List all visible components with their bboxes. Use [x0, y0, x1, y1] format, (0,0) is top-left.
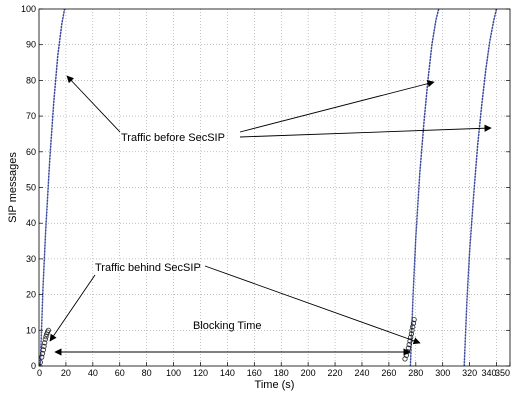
series-point-traffic-behind — [40, 347, 46, 353]
x-tick-label: 120 — [193, 368, 208, 378]
x-tick-label: 80 — [142, 368, 152, 378]
y-axis-ticks: 0 10 20 30 40 50 60 70 80 90 100 — [21, 4, 510, 371]
arrow-behind-2 — [204, 265, 421, 345]
x-tick-label: 0 — [37, 368, 42, 378]
y-tick-label: 80 — [26, 75, 36, 85]
x-tick-label: 60 — [115, 368, 125, 378]
y-tick-label: 20 — [26, 290, 36, 300]
x-tick-label: 300 — [435, 368, 450, 378]
series-point-traffic-behind — [411, 316, 417, 323]
annotations: Traffic before SecSIP Traffic behind Sec… — [49, 75, 492, 356]
arrow-before-3 — [239, 124, 492, 138]
series-point-traffic-behind — [39, 350, 46, 357]
y-tick-label: 40 — [26, 218, 36, 228]
plot-area — [39, 9, 510, 366]
x-tick-label: 200 — [301, 368, 316, 378]
x-tick-label: 40 — [88, 368, 98, 378]
y-tick-label: 0 — [31, 361, 36, 371]
series-point-traffic-behind — [406, 341, 412, 348]
x-axis-label: Time (s) — [255, 379, 295, 391]
x-tick-label: 20 — [61, 368, 71, 378]
y-tick-label: 90 — [26, 40, 36, 50]
series-line-traffic-before-3 — [463, 9, 498, 366]
y-tick-label: 60 — [26, 147, 36, 157]
series-point-traffic-behind — [41, 343, 47, 349]
x-tick-label: 180 — [274, 368, 289, 378]
x-tick-label: 140 — [220, 368, 235, 378]
x-tick-label: 320 — [462, 368, 477, 378]
series-layer — [39, 9, 498, 366]
series-point-traffic-behind — [410, 324, 416, 330]
series-point-traffic-behind — [42, 336, 48, 342]
y-tick-label: 70 — [26, 111, 36, 121]
series-point-traffic-behind — [43, 334, 49, 340]
x-tick-label: 160 — [247, 368, 262, 378]
x-tick-label: 340 — [482, 368, 497, 378]
arrow-before-2 — [239, 80, 435, 133]
series-point-traffic-behind — [45, 327, 52, 333]
x-tick-label: 100 — [166, 368, 181, 378]
x-axis-ticks: 0 20 40 60 80 100 120 140 160 180 200 220 240 260 280 3… — [37, 362, 511, 378]
x-tick-label: 350 — [495, 368, 510, 378]
arrow-before-1 — [66, 75, 121, 133]
series-point-traffic-behind — [409, 327, 415, 333]
annotation-traffic-before: Traffic before SecSIP — [121, 132, 225, 144]
series-point-traffic-behind — [410, 320, 416, 326]
y-tick-label: 30 — [26, 254, 36, 264]
x-tick-label: 220 — [328, 368, 343, 378]
annotation-traffic-behind: Traffic behind SecSIP — [95, 262, 201, 274]
x-tick-label: 240 — [354, 368, 369, 378]
series-point-traffic-behind — [39, 354, 45, 360]
y-tick-label: 50 — [26, 183, 36, 193]
y-tick-label: 10 — [26, 325, 36, 335]
y-axis-label: SIP messages — [7, 152, 19, 223]
series-line-traffic-before-1 — [39, 9, 66, 366]
annotation-blocking-time: Blocking Time — [193, 320, 261, 332]
series-line-traffic-before-2 — [409, 9, 440, 366]
x-tick-label: 260 — [381, 368, 396, 378]
series-point-traffic-behind — [39, 359, 43, 365]
series-point-traffic-behind — [407, 338, 413, 344]
series-point-traffic-behind — [42, 340, 48, 346]
series-point-traffic-behind — [408, 331, 414, 337]
y-tick-label: 100 — [21, 4, 36, 14]
grid — [39, 9, 510, 366]
x-tick-label: 280 — [408, 368, 423, 378]
arrow-behind-1 — [49, 274, 96, 342]
